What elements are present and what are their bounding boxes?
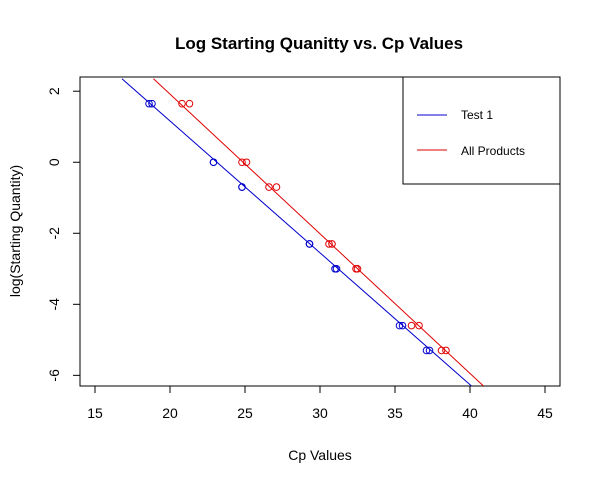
point-test-1-5 [238, 183, 246, 191]
x-tick-label-2: 25 [237, 405, 253, 421]
data-points [145, 99, 450, 355]
point-all-products-2 [238, 158, 246, 167]
point-all-products-10 [407, 321, 416, 330]
point-test-1-0 [145, 99, 153, 108]
x-axis: 15 20 25 30 35 40 45 [87, 386, 553, 421]
point-all-products-5 [272, 183, 281, 191]
y-axis-label: log(Starting Quantity) [7, 165, 23, 297]
point-all-products-4 [265, 183, 273, 191]
y-tick-label-2: -2 [46, 227, 62, 240]
y-axis: -6 -4 -2 0 2 [46, 87, 80, 382]
x-tick-label-4: 35 [387, 405, 403, 421]
point-test-1-11 [398, 321, 407, 330]
x-tick-label-0: 15 [87, 405, 103, 421]
legend-label-all-products: All Products [461, 144, 525, 158]
x-tick-label-5: 40 [462, 405, 478, 421]
point-all-products-13 [442, 346, 450, 355]
point-all-products-1 [185, 99, 194, 108]
legend: Test 1 All Products [402, 76, 561, 185]
x-axis-label: Cp Values [288, 447, 352, 463]
x-tick-label-1: 20 [162, 405, 178, 421]
y-tick-label-0: -6 [46, 369, 62, 382]
point-test-1-9 [332, 264, 341, 273]
legend-label-test-1: Test 1 [461, 108, 493, 122]
point-all-products-6 [325, 240, 333, 248]
point-test-1-13 [425, 346, 434, 355]
fit-lines [121, 78, 484, 387]
point-all-products-0 [178, 99, 186, 108]
point-test-1-10 [395, 321, 404, 330]
point-all-products-3 [242, 158, 251, 167]
point-test-1-3 [209, 158, 218, 167]
fit-line-all-products [153, 78, 484, 387]
chart-title: Log Starting Quanitty vs. Cp Values [175, 34, 463, 53]
point-all-products-9 [353, 264, 362, 273]
point-test-1-7 [305, 240, 314, 248]
legend-box [402, 76, 561, 185]
x-tick-label-6: 45 [537, 405, 553, 421]
x-tick-label-3: 30 [312, 405, 328, 421]
point-all-products-11 [415, 321, 423, 330]
point-test-1-1 [148, 99, 156, 108]
y-tick-label-4: 2 [46, 87, 62, 95]
point-test-1-12 [422, 346, 431, 355]
y-tick-label-3: 0 [46, 158, 62, 166]
y-tick-label-1: -4 [46, 298, 62, 311]
fit-line-test-1 [121, 78, 472, 387]
point-all-products-7 [328, 240, 336, 248]
point-all-products-12 [437, 346, 446, 355]
